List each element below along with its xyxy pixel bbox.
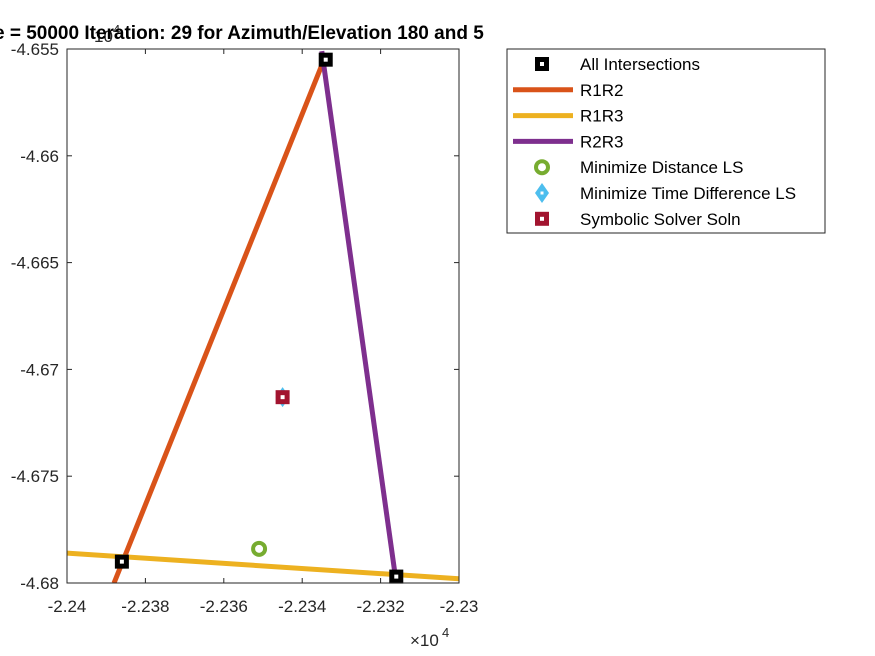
legend-label: Minimize Time Difference LS [580, 184, 796, 203]
marker-all-intersections [318, 52, 333, 67]
y-tick-label: -4.665 [11, 254, 59, 273]
y-tick-label: -4.675 [11, 467, 59, 486]
legend: All Intersections R1R2 R1R3 R2R3 Minimize Di… [506, 48, 826, 234]
legend-entry: Symbolic Solver Soln [535, 210, 741, 229]
x-tick-label: -2.238 [121, 597, 169, 616]
chart-title: e = 50000 Iteration: 29 for Azimuth/Elev… [0, 23, 484, 44]
x-exponent-power: 4 [442, 625, 449, 640]
y-tick-label: -4.68 [20, 574, 59, 593]
x-tick-label: -2.234 [278, 597, 326, 616]
legend-label: Symbolic Solver Soln [580, 210, 741, 229]
series-line-r1r2 [111, 54, 329, 583]
x-exponent-label: ×10 [410, 631, 439, 650]
x-tick-label: -2.236 [200, 597, 248, 616]
marker-all-intersections [114, 554, 129, 569]
y-tick-label: -4.66 [20, 147, 59, 166]
legend-marker-swatch [535, 183, 549, 203]
legend-entry: R2R3 [513, 132, 623, 151]
legend-label: R1R2 [580, 81, 623, 100]
legend-entry: R1R2 [513, 81, 623, 100]
y-tick-label: -4.67 [20, 360, 59, 379]
legend-marker-swatch [534, 159, 550, 176]
axes-box [66, 48, 460, 584]
legend-label: All Intersections [580, 55, 700, 74]
series-markers [114, 52, 404, 584]
y-exponent-label: 10 [94, 27, 113, 46]
legend-entry: All Intersections [535, 55, 700, 74]
x-tick-label: -2.23 [440, 597, 479, 616]
legend-label: R1R3 [580, 107, 623, 126]
legend-entry: Minimize Time Difference LS [535, 183, 796, 203]
legend-marker-swatch [535, 57, 549, 71]
marker-minimize-distance-ls [251, 540, 268, 557]
x-tick-label: -2.232 [356, 597, 404, 616]
marker-all-intersections [389, 569, 404, 584]
y-exponent-power: 4 [113, 22, 120, 37]
y-axis: -4.655 -4.66 -4.665 -4.67 -4.675 -4.68 [11, 40, 459, 593]
series-line-r2r3 [319, 50, 399, 583]
marker-symbolic-solver-soln [275, 390, 290, 405]
legend-label: R2R3 [580, 132, 623, 151]
x-axis: -2.24 -2.238 -2.236 -2.234 -2.232 -2.23 [48, 49, 479, 616]
y-tick-label: -4.655 [11, 40, 59, 59]
legend-entry: Minimize Distance LS [534, 158, 743, 177]
legend-label: Minimize Distance LS [580, 158, 743, 177]
x-tick-label: -2.24 [48, 597, 87, 616]
plot-area [67, 49, 459, 583]
legend-marker-swatch [535, 211, 549, 226]
legend-entry: R1R3 [513, 107, 623, 126]
